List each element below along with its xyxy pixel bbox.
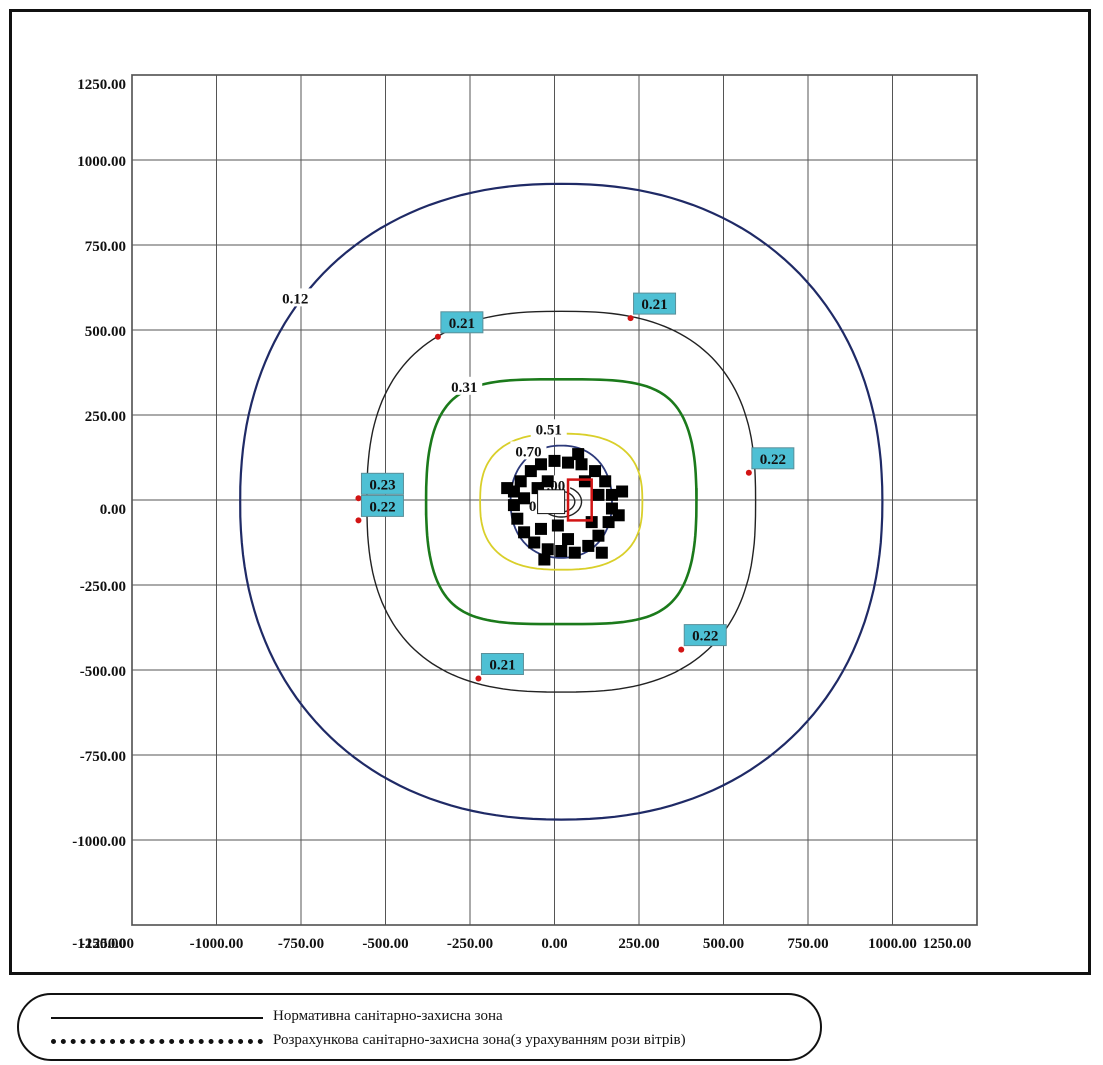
emission-source-marker <box>501 482 514 495</box>
contour-label-0-70: 0.70 <box>515 444 541 460</box>
emission-source-marker <box>514 475 527 488</box>
emission-source-marker <box>507 499 520 512</box>
boundary-point-marker <box>475 675 482 682</box>
contour-label-0-12: 0.12 <box>282 291 308 307</box>
legend-label-calculated: Розрахункова санітарно-захисна зона(з ур… <box>273 1032 686 1048</box>
y-tick-label: -250.00 <box>80 579 126 595</box>
x-tick-label: -750.00 <box>278 936 324 952</box>
emission-source-marker <box>541 475 554 488</box>
emission-source-marker <box>592 488 605 501</box>
emission-source-marker <box>582 539 595 552</box>
emission-source-marker <box>518 526 531 539</box>
y-tick-label: -1000.00 <box>72 834 126 850</box>
y-tick-label: 250.00 <box>85 409 126 425</box>
emission-source-marker <box>562 456 575 469</box>
y-tick-label: 750.00 <box>85 239 126 255</box>
y-tick-label: 0.00 <box>100 502 126 518</box>
emission-source-marker <box>575 458 588 471</box>
boundary-point-label: 0.22 <box>369 499 395 515</box>
emission-source-marker <box>599 475 612 488</box>
contour-label-0-51: 0.51 <box>536 422 562 438</box>
boundary-point-label: 0.21 <box>489 658 515 674</box>
contour-label-bg <box>277 288 314 307</box>
x-tick-label: -1250.00 <box>80 936 134 952</box>
x-tick-label: 500.00 <box>703 936 744 952</box>
emission-source-marker <box>616 485 629 498</box>
legend-item-normative: Нормативна санітарно-захисна зона <box>19 1007 820 1029</box>
boundary-point-label: 0.22 <box>760 452 786 468</box>
emission-source-marker <box>524 465 537 478</box>
x-tick-label: 750.00 <box>787 936 828 952</box>
emission-source-marker <box>528 536 541 549</box>
boundary-point-marker <box>355 495 362 502</box>
y-tick-label: 1250.00 <box>77 77 126 93</box>
boundary-point-marker <box>745 469 752 476</box>
boundary-point-marker <box>627 315 634 322</box>
inner-zone <box>537 489 566 515</box>
boundary-point-label-box <box>633 292 677 315</box>
contour-label-bg <box>530 419 567 438</box>
emission-source-marker <box>534 522 547 535</box>
x-tick-label: 250.00 <box>618 936 659 952</box>
boundary-point-label-box <box>360 494 404 517</box>
enterprise-boundary-rect <box>566 478 593 522</box>
emission-source-marker <box>518 492 531 505</box>
legend-solid-line-swatch <box>51 1017 263 1019</box>
y-tick-label: 1000.00 <box>77 154 126 170</box>
emission-source-marker <box>595 546 608 559</box>
chart-frame: -1250.00 -1000.00 -750.00 -500.00 -250.00 0.0… <box>9 9 1091 975</box>
emission-source-marker <box>589 465 602 478</box>
legend-item-calculated: Розрахункова санітарно-захисна зона(з ур… <box>19 1031 820 1053</box>
emission-source-marker <box>592 529 605 542</box>
y-tick-label: -1250.00 <box>72 936 126 952</box>
contour-label-bg <box>510 441 547 460</box>
emission-source-marker <box>534 458 547 471</box>
boundary-point-marker <box>434 333 441 340</box>
emission-source-marker <box>612 509 625 522</box>
emission-source-marker <box>538 553 551 566</box>
x-tick-label: -500.00 <box>362 936 408 952</box>
emission-source-marker <box>541 543 554 556</box>
boundary-point-label: 0.21 <box>449 316 475 332</box>
legend-label-normative: Нормативна санітарно-захисна зона <box>273 1008 503 1024</box>
boundary-point-label-box <box>683 624 727 647</box>
boundary-point-label-box <box>480 653 524 675</box>
legend: Нормативна санітарно-захисна зона Розрах… <box>17 993 822 1061</box>
legend-dashed-line-swatch <box>51 1039 263 1044</box>
emission-source-marker <box>585 516 598 529</box>
y-tick-label: -750.00 <box>80 749 126 765</box>
boundary-point-label: 0.21 <box>641 297 667 313</box>
x-tick-label: 1250.00 <box>923 936 972 952</box>
boundary-point-label: 0.23 <box>369 477 395 493</box>
contour-plot: -1250.00 -1000.00 -750.00 -500.00 -250.00 0.0… <box>72 74 978 952</box>
boundary-point-label-box <box>440 311 484 334</box>
emission-source-marker <box>562 533 575 546</box>
emission-source-marker <box>572 448 585 461</box>
contour-label-bg <box>446 376 483 395</box>
x-tick-label: 1000.00 <box>868 936 917 952</box>
x-tick-label: -250.00 <box>447 936 493 952</box>
emission-source-marker <box>578 475 591 488</box>
boundary-point-marker <box>678 646 685 653</box>
boundary-point-marker <box>355 517 362 524</box>
emission-source-marker <box>605 488 618 501</box>
emission-source-marker <box>568 546 581 559</box>
emission-source-marker <box>548 454 561 467</box>
x-tick-label: 0.00 <box>541 936 567 952</box>
x-tick-label: -1000.00 <box>190 936 244 952</box>
emission-source-marker <box>511 512 524 525</box>
y-tick-label: 500.00 <box>85 324 126 340</box>
contour-line-0-31 <box>424 378 698 626</box>
contour-label-0-31: 0.31 <box>451 380 477 396</box>
contour-line-0-12 <box>239 182 884 821</box>
emission-source-marker <box>602 516 615 529</box>
emission-source-marker <box>551 519 564 532</box>
boundary-point-label-box <box>360 472 404 495</box>
boundary-point-label-box <box>751 447 795 470</box>
y-tick-label: -500.00 <box>80 664 126 680</box>
contour-line-0-51 <box>479 432 644 571</box>
emission-source-marker <box>555 545 568 557</box>
boundary-point-label: 0.22 <box>692 629 718 645</box>
